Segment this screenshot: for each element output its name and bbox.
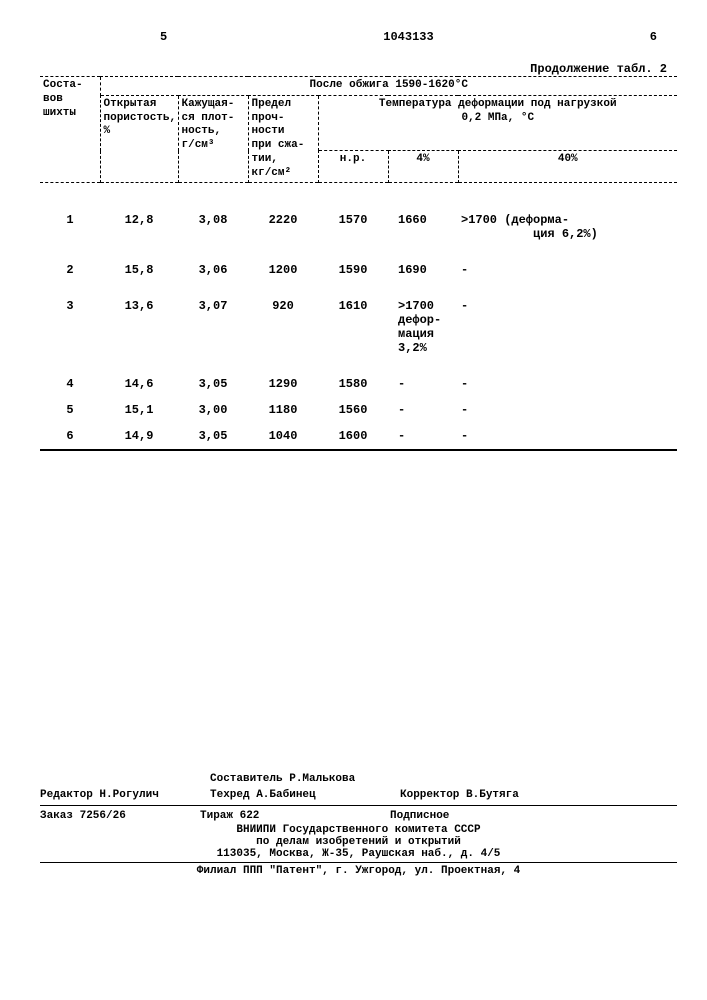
table-row: 515,13,0011801560--	[40, 397, 677, 423]
compiler: Составитель Р.Малькова	[210, 773, 355, 785]
cell-porosity: 14,9	[100, 423, 178, 449]
col-header-temp-span: Температура деформации под нагрузкой 0,2…	[318, 95, 677, 150]
cell-t-nr: 1600	[318, 423, 388, 449]
cell-porosity: 15,8	[100, 257, 178, 293]
cell-t-4: -	[388, 397, 458, 423]
cell-density: 3,05	[178, 371, 248, 397]
col-header-composition: Соста- вов шихты	[40, 77, 100, 183]
techred: Техред А.Бабинец	[210, 789, 380, 801]
cell-n: 6	[40, 423, 100, 449]
page-num-left: 5	[160, 30, 167, 44]
cell-porosity: 14,6	[100, 371, 178, 397]
cell-t-nr: 1570	[318, 207, 388, 257]
colophon: Составитель Р.Малькова Редактор Н.Рогули…	[40, 771, 677, 877]
cell-t-nr: 1560	[318, 397, 388, 423]
cell-strength: 1200	[248, 257, 318, 293]
cell-density: 3,06	[178, 257, 248, 293]
podpisnoe: Подписное	[390, 810, 449, 822]
page-num-right: 6	[650, 30, 657, 44]
doc-number: 1043133	[167, 30, 650, 44]
col-header-span-firing: После обжига 1590-1620°С	[100, 77, 677, 95]
cell-t-4: 1690	[388, 257, 458, 293]
org-line2: по делам изобретений и открытий	[40, 836, 677, 848]
page: 5 1043133 6 Продолжение табл. 2 Соста- в…	[0, 0, 707, 1000]
tirazh: Тираж 622	[200, 810, 370, 822]
table-row: 112,83,08222015701660>1700 (деформа- ция…	[40, 207, 677, 257]
corrector: Корректор В.Бутяга	[400, 789, 519, 801]
table-continuation: Продолжение табл. 2	[40, 62, 677, 76]
cell-t-nr: 1580	[318, 371, 388, 397]
cell-porosity: 13,6	[100, 293, 178, 371]
table-end-rule	[40, 449, 677, 451]
cell-strength: 920	[248, 293, 318, 371]
cell-density: 3,07	[178, 293, 248, 371]
cell-strength: 1040	[248, 423, 318, 449]
address: 113035, Москва, Ж-35, Раушская наб., д. …	[40, 848, 677, 860]
cell-porosity: 15,1	[100, 397, 178, 423]
cell-t-40: >1700 (деформа- ция 6,2%)	[458, 207, 677, 257]
cell-t-nr: 1590	[318, 257, 388, 293]
cell-density: 3,05	[178, 423, 248, 449]
cell-n: 5	[40, 397, 100, 423]
cell-porosity: 12,8	[100, 207, 178, 257]
cell-t-nr: 1610	[318, 293, 388, 371]
cell-t-40: -	[458, 397, 677, 423]
table-row: 414,63,0512901580--	[40, 371, 677, 397]
cell-n: 4	[40, 371, 100, 397]
data-table: Соста- вов шихты После обжига 1590-1620°…	[40, 76, 677, 449]
col-header-nr: н.р.	[318, 151, 388, 183]
cell-n: 1	[40, 207, 100, 257]
table-row: 215,83,06120015901690-	[40, 257, 677, 293]
cell-n: 2	[40, 257, 100, 293]
cell-t-4: 1660	[388, 207, 458, 257]
cell-density: 3,08	[178, 207, 248, 257]
cell-t-4: >1700 дефор- мация 3,2%	[388, 293, 458, 371]
col-header-strength: Предел проч- ности при сжа- тии, кг/см²	[248, 95, 318, 183]
cell-t-40: -	[458, 423, 677, 449]
col-header-porosity: Открытая пористость, %	[100, 95, 178, 183]
cell-strength: 1290	[248, 371, 318, 397]
org-line1: ВНИИПИ Государственного комитета СССР	[40, 824, 677, 836]
cell-density: 3,00	[178, 397, 248, 423]
cell-n: 3	[40, 293, 100, 371]
cell-t-40: -	[458, 257, 677, 293]
cell-t-4: -	[388, 423, 458, 449]
col-header-40pct: 40%	[458, 151, 677, 183]
cell-strength: 2220	[248, 207, 318, 257]
cell-t-4: -	[388, 371, 458, 397]
header-numbers: 5 1043133 6	[40, 30, 677, 44]
table-row: 614,93,0510401600--	[40, 423, 677, 449]
editor: Редактор Н.Рогулич	[40, 789, 190, 801]
filial: Филиал ППП "Патент", г. Ужгород, ул. Про…	[40, 865, 677, 877]
col-header-density: Кажущая- ся плот- ность, г/см³	[178, 95, 248, 183]
cell-t-40: -	[458, 293, 677, 371]
cell-t-40: -	[458, 371, 677, 397]
table-row: 313,63,079201610>1700 дефор- мация 3,2%-	[40, 293, 677, 371]
cell-strength: 1180	[248, 397, 318, 423]
col-header-4pct: 4%	[388, 151, 458, 183]
order-number: Заказ 7256/26	[40, 810, 180, 822]
